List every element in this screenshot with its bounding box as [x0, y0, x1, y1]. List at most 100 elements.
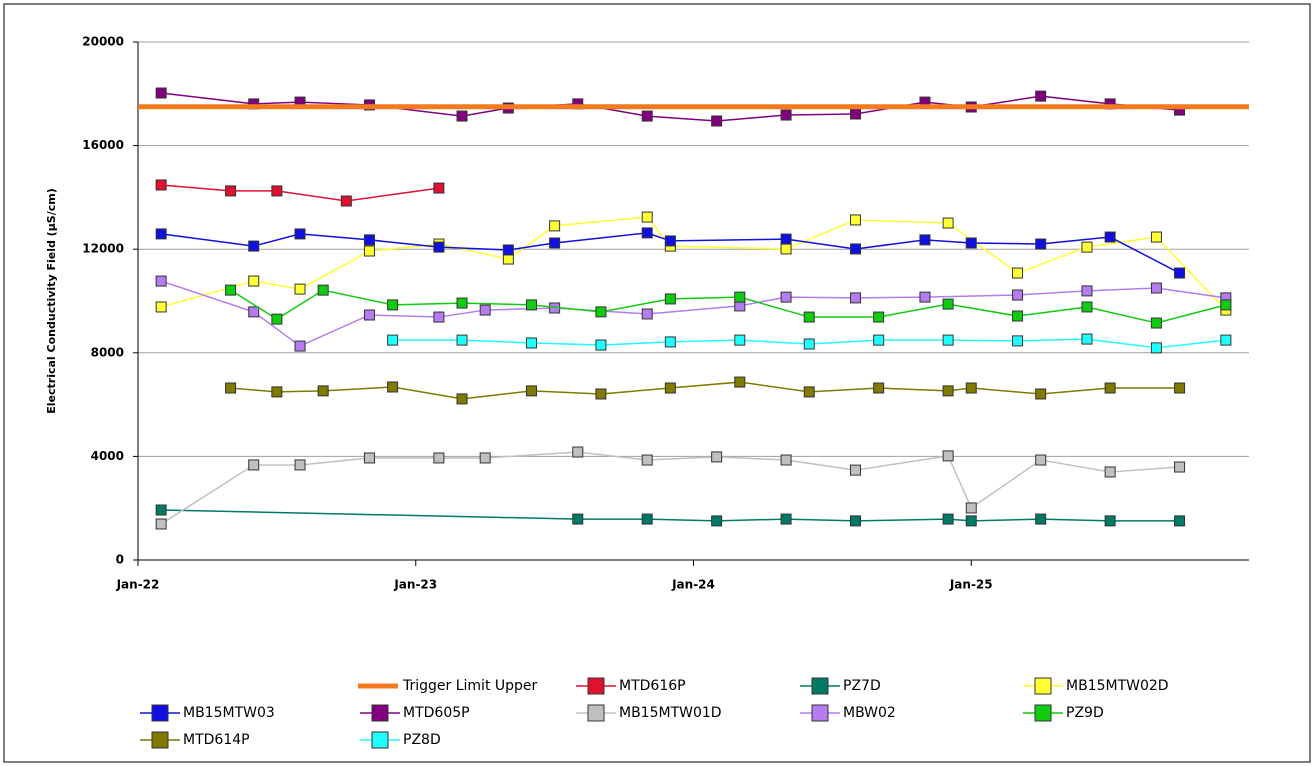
data-point	[641, 454, 653, 466]
data-point	[780, 243, 792, 255]
data-point	[595, 339, 607, 351]
data-point	[525, 385, 537, 397]
series-line	[230, 289, 1227, 324]
x-tick-label: Jan-25	[949, 578, 993, 592]
data-point	[1174, 267, 1186, 279]
data-point	[942, 334, 954, 346]
y-tick-label: 12000	[82, 242, 124, 256]
legend-marker	[811, 677, 829, 695]
data-point	[433, 241, 445, 253]
legend-marker	[371, 704, 389, 722]
data-point	[525, 299, 537, 311]
data-point	[803, 386, 815, 398]
data-point	[572, 513, 584, 525]
data-point	[711, 115, 723, 127]
data-point	[387, 334, 399, 346]
x-tick-label: Jan-22	[116, 578, 160, 592]
legend-label: MB15MTW03	[183, 705, 275, 721]
legend-label: MTD614P	[183, 732, 250, 748]
data-point	[919, 234, 931, 246]
data-point	[1104, 231, 1116, 243]
data-point	[734, 376, 746, 388]
data-point	[942, 217, 954, 229]
data-point	[363, 245, 375, 257]
data-point	[294, 340, 306, 352]
data-point	[965, 515, 977, 527]
data-point	[1150, 342, 1162, 354]
data-point	[502, 244, 514, 256]
data-point	[873, 382, 885, 394]
y-tick-label: 4000	[91, 449, 124, 463]
data-point	[225, 382, 237, 394]
data-point	[850, 515, 862, 527]
x-tick-label: Jan-23	[393, 578, 437, 592]
data-point	[965, 237, 977, 249]
data-point	[711, 451, 723, 463]
data-point	[1104, 466, 1116, 478]
data-point	[479, 452, 491, 464]
data-point	[664, 235, 676, 247]
y-tick-label: 16000	[82, 138, 124, 152]
legend-label: MTD605P	[403, 705, 470, 721]
data-point	[1150, 317, 1162, 329]
data-point	[225, 284, 237, 296]
data-point	[873, 334, 885, 346]
data-point	[780, 291, 792, 303]
data-point	[1012, 289, 1024, 301]
chart-frame	[3, 3, 1311, 763]
data-point	[363, 234, 375, 246]
data-point	[294, 228, 306, 240]
data-point	[225, 185, 237, 197]
legend-label: MB15MTW02D	[1066, 678, 1169, 694]
data-point	[1174, 515, 1186, 527]
y-axis-label: Electrical Conductivity Field (µS/cm)	[45, 188, 58, 413]
data-point	[456, 110, 468, 122]
data-point	[155, 275, 167, 287]
data-point	[1081, 241, 1093, 253]
data-point	[456, 297, 468, 309]
data-point	[942, 298, 954, 310]
data-point	[294, 283, 306, 295]
data-point	[1012, 310, 1024, 322]
data-point	[1150, 231, 1162, 243]
data-point	[734, 291, 746, 303]
data-point	[1174, 382, 1186, 394]
data-point	[1035, 454, 1047, 466]
data-point	[1081, 301, 1093, 313]
data-point	[549, 220, 561, 232]
data-point	[1220, 299, 1232, 311]
data-point	[433, 311, 445, 323]
data-point	[803, 311, 815, 323]
data-point	[965, 382, 977, 394]
data-point	[317, 385, 329, 397]
data-point	[433, 452, 445, 464]
data-point	[317, 284, 329, 296]
data-point	[502, 253, 514, 265]
data-point	[919, 291, 931, 303]
legend-marker	[151, 704, 169, 722]
data-point	[1012, 335, 1024, 347]
series-line	[161, 92, 1180, 122]
data-point	[271, 386, 283, 398]
data-point	[641, 308, 653, 320]
data-point	[641, 227, 653, 239]
data-point	[248, 240, 260, 252]
legend-label: PZ7D	[843, 678, 881, 694]
data-point	[340, 195, 352, 207]
data-point	[155, 504, 167, 516]
data-point	[780, 513, 792, 525]
data-point	[595, 388, 607, 400]
legend-label: Trigger Limit Upper	[402, 678, 538, 694]
data-point	[387, 299, 399, 311]
data-point	[1035, 238, 1047, 250]
data-point	[363, 309, 375, 321]
data-point	[942, 385, 954, 397]
data-point	[641, 110, 653, 122]
data-point	[850, 464, 862, 476]
data-point	[641, 211, 653, 223]
data-point	[850, 108, 862, 120]
data-point	[711, 515, 723, 527]
data-point	[456, 334, 468, 346]
